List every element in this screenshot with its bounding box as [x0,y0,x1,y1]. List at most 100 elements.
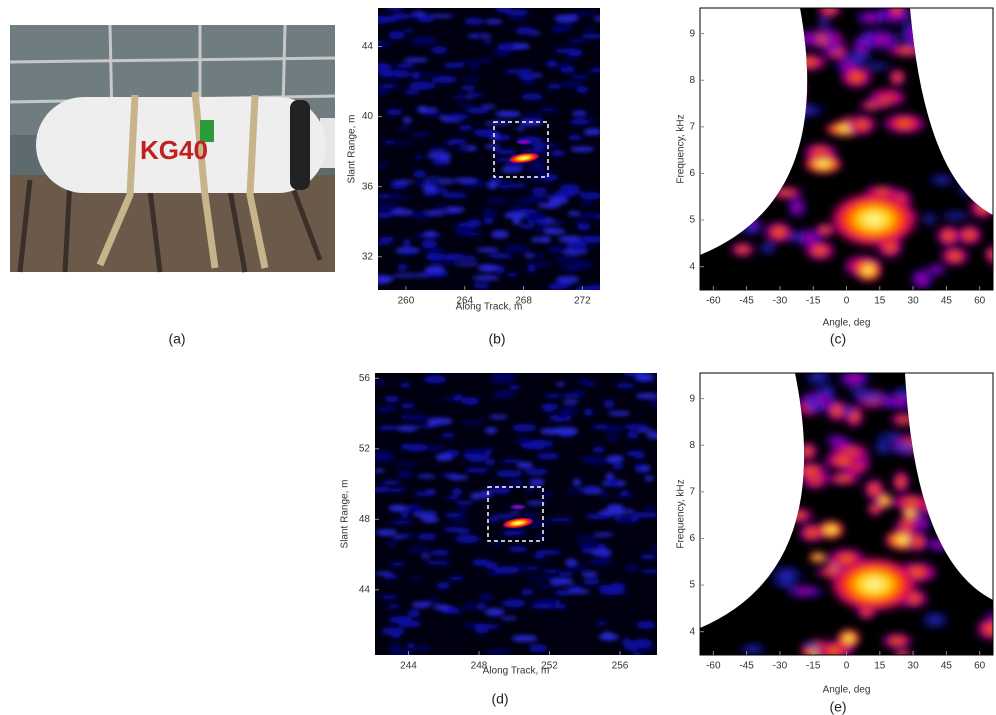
speckle-blob [533,441,545,450]
speckle-blob [413,170,426,178]
x-axis-label: Angle, deg [823,685,871,696]
speckle-blob [455,500,474,506]
speckle-blob [421,553,430,559]
spectrum-blob [757,158,787,180]
speckle-blob [390,181,408,189]
speckle-blob [388,31,405,40]
speckle-blob [493,49,511,56]
caption: (a) [168,331,185,347]
spectrum-blob [829,191,920,248]
speckle-blob [449,518,472,523]
y-tick-label: 36 [362,181,374,192]
speckle-blob [483,40,493,45]
spectrum-blob [932,520,953,533]
speckle-blob [453,394,464,401]
speckle-blob [448,474,469,480]
speckle-blob [466,107,490,114]
spectrum-blob [836,628,861,649]
speckle-blob [539,108,558,112]
speckle-blob [458,508,468,515]
x-tick-label: 45 [941,661,953,672]
photo-text: KG40 [140,135,208,165]
speckle-blob [403,28,414,33]
speckle-blob [504,162,526,169]
speckle-blob [397,425,418,432]
spectrum [735,373,993,655]
spectrum-blob [802,143,839,160]
speckle-blob [460,85,476,91]
speckle-blob [536,452,560,460]
speckle-blob [469,64,480,71]
speckle-blob [375,468,385,473]
speckle-blob [444,113,469,120]
speckle-blob [606,504,624,512]
x-tick-label: 244 [400,661,417,672]
x-tick-label: 268 [515,296,532,307]
speckle-blob [591,548,612,556]
y-tick-label: 4 [689,261,695,272]
spectrum-blob [892,470,910,494]
spectrum-blob [935,225,962,247]
speckle-blob [500,616,518,620]
speckle-blob [577,223,591,231]
image-panel [700,8,993,290]
spectrum-blob [820,40,843,55]
speckle-blob [485,458,496,466]
speckle-blob [548,196,569,205]
speckle-blob [649,400,657,407]
speckle-blob [431,75,458,84]
y-tick-label: 52 [359,443,371,454]
speckle-blob [519,68,533,73]
speckle-blob [524,253,535,258]
speckle-blob [443,64,465,68]
speckle-blob [535,253,545,258]
y-tick-label: 5 [689,580,695,591]
speckle-blob [427,417,453,425]
caption: (c) [830,331,846,347]
spectrum-blob [777,114,807,129]
y-tick-label: 48 [359,514,371,525]
spectrum-blob [853,258,883,282]
speckle-blob [523,113,544,122]
spectrum-blob [844,386,875,398]
speckle-blob [407,609,421,618]
speckle-blob [524,468,549,476]
speckle-blob [590,68,599,73]
speckle-blob [546,246,568,254]
speckle-blob [382,16,399,23]
spectrum-blob [881,633,913,649]
speckle-blob [378,162,389,168]
speckle-blob [581,571,598,577]
spectrum-blob [768,153,789,174]
speckle-blob [435,453,453,462]
speckle-blob [563,56,577,61]
speckle-blob [562,399,579,404]
spectrum-blob [790,53,828,71]
speckle-blob [462,77,481,82]
photo: KG40 [9,24,336,273]
speckle-blob [488,376,515,384]
speckle-blob [566,564,590,570]
x-tick-label: 60 [974,296,986,307]
x-tick-label: 272 [574,296,591,307]
speckle-blob [625,450,642,457]
speckle-blob [624,424,649,430]
speckle-blob [424,598,440,603]
speckle-blob [440,433,456,438]
speckle-blob [533,146,543,152]
spectrum-blob [863,478,885,501]
speckle-blob [406,643,416,649]
speckle-blob [491,391,516,398]
speckle-blob [612,463,624,470]
speckle-blob [531,143,558,147]
x-tick-label: 0 [844,296,850,307]
speckle-blob [565,589,591,594]
x-tick-label: 260 [398,296,415,307]
speckle-blob [421,239,438,248]
speckle-blob [634,373,654,381]
speckle-blob [578,378,590,385]
speckle-blob [508,546,528,552]
speckle-blob [488,414,508,419]
speckle-blob [463,602,476,611]
speckle-blob [392,273,420,278]
